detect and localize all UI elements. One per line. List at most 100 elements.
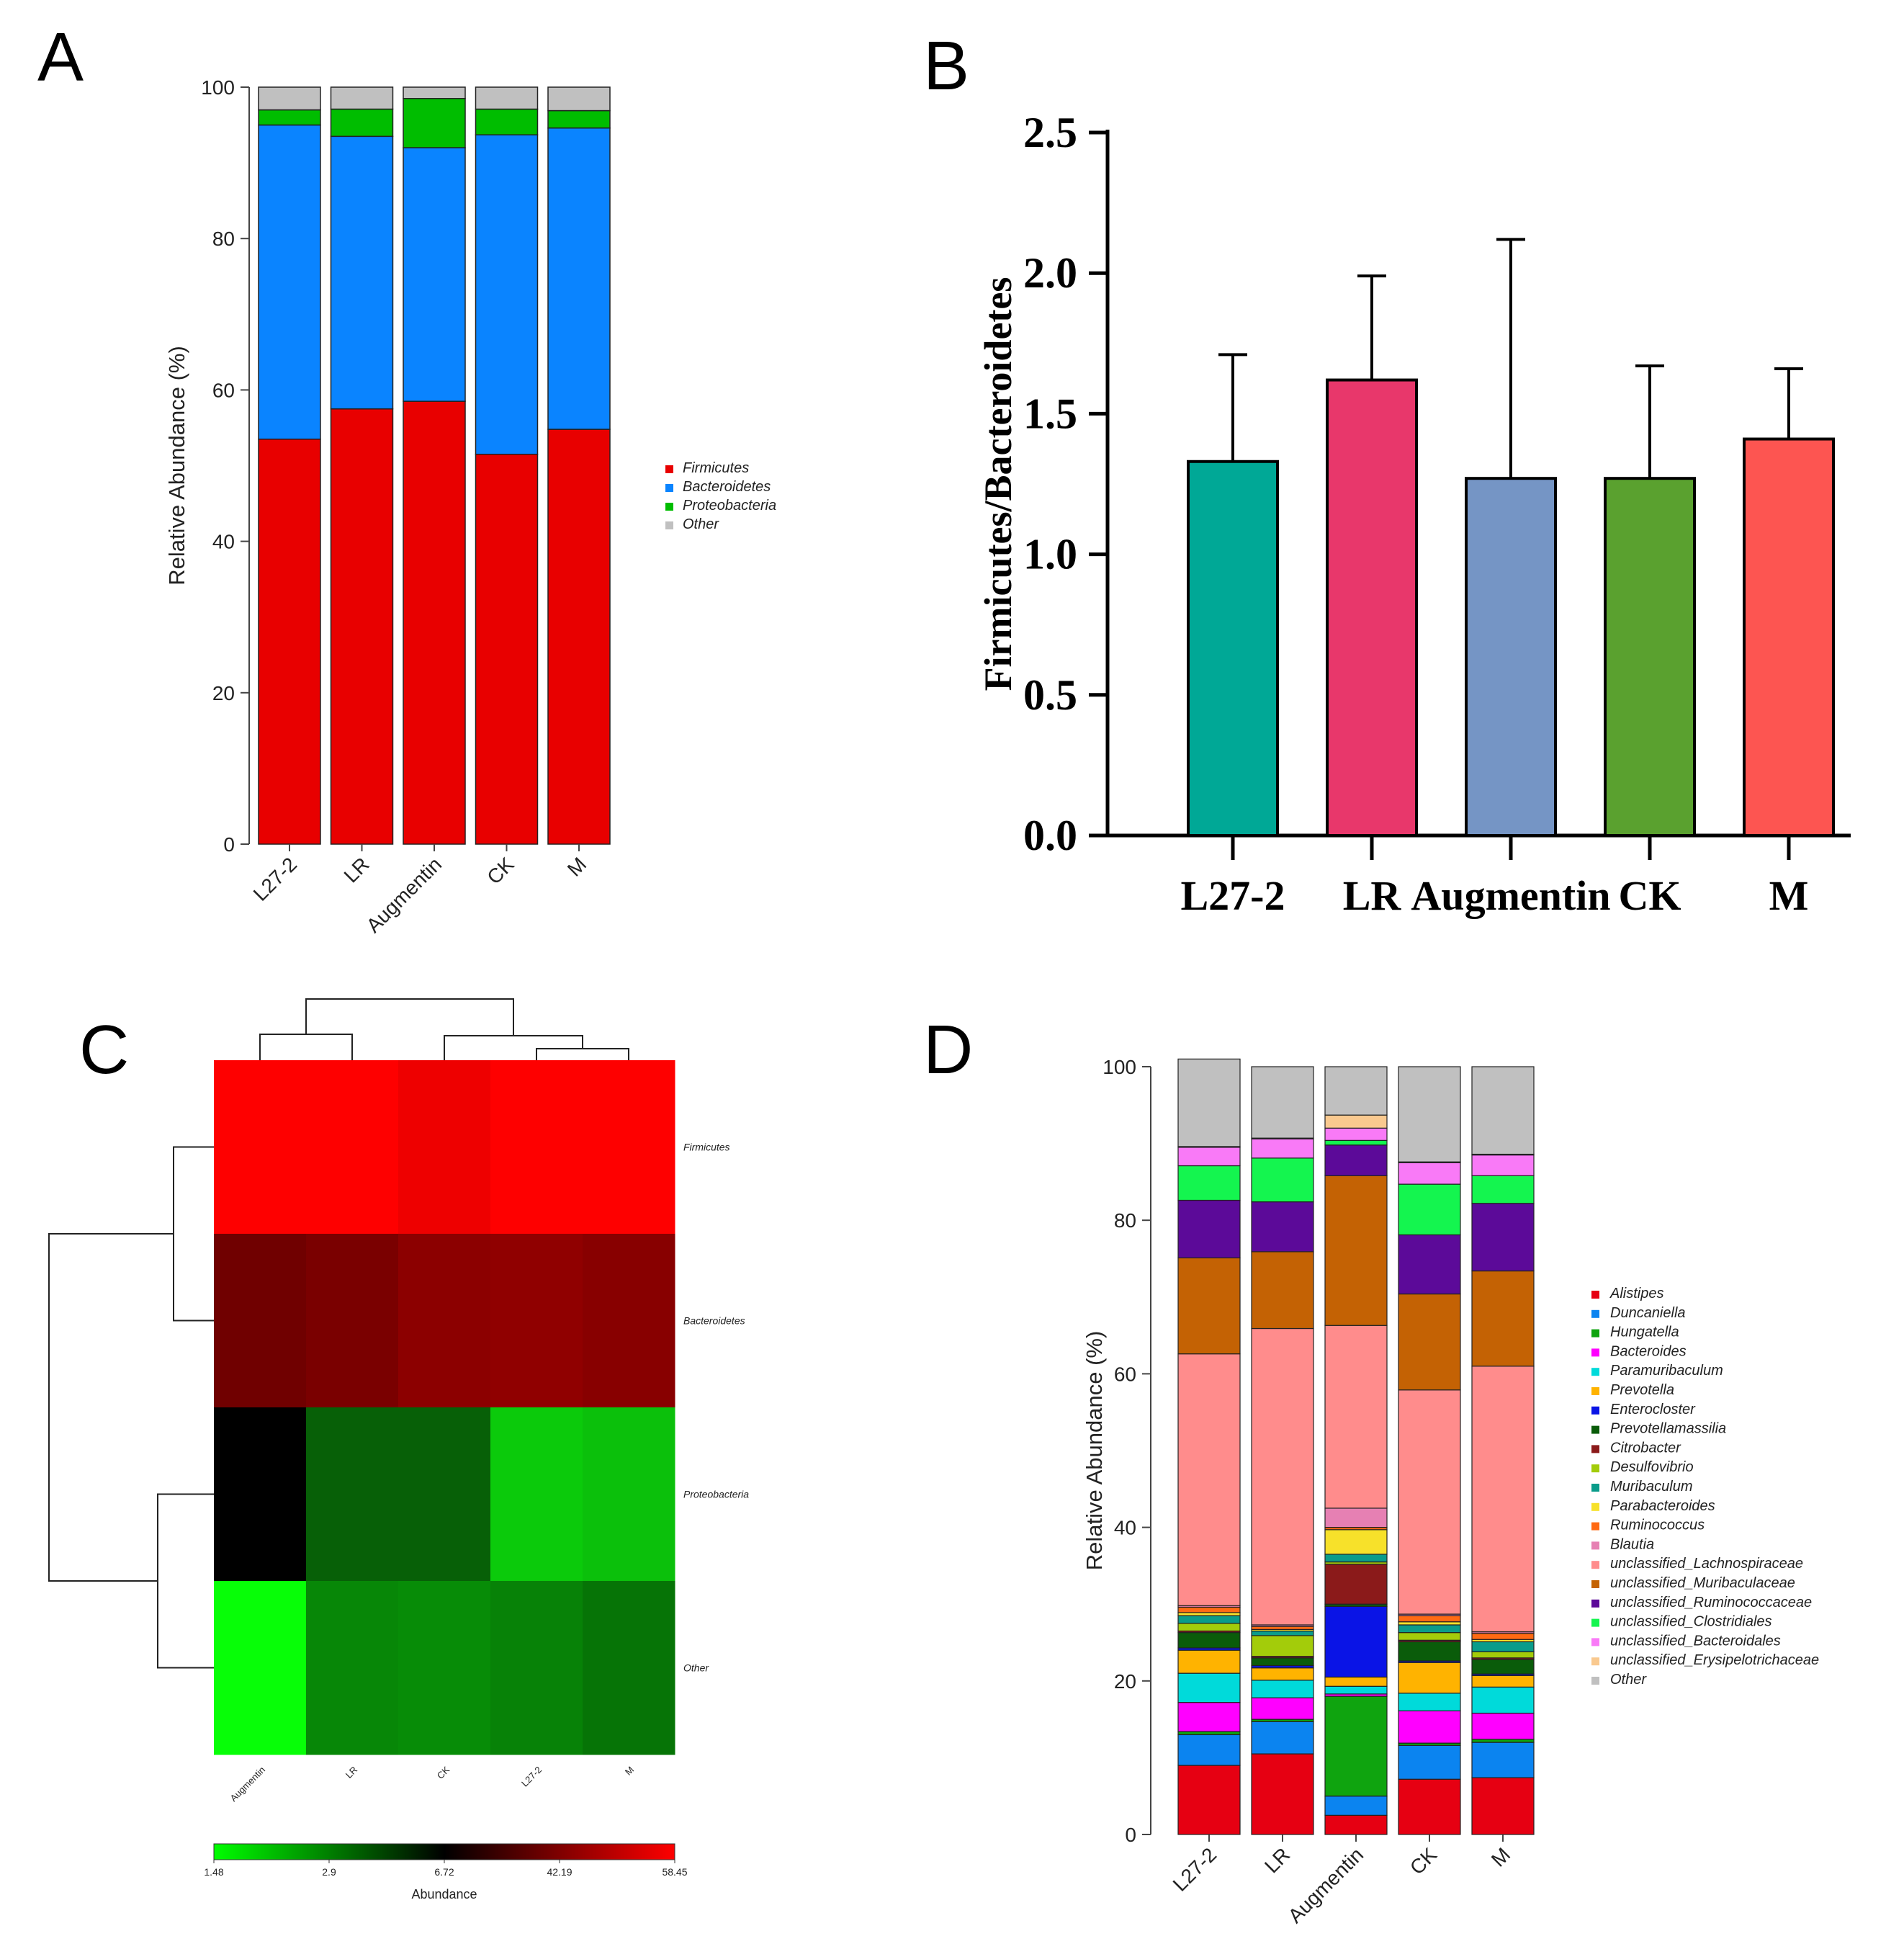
- chart-d-bar-segment-muribaculum: [1398, 1624, 1461, 1634]
- chart-d-legend-label: Prevotellamassilia: [1610, 1421, 1726, 1437]
- chart-b-firmicutes-bacteroidetes-ratio: 0.0 0.5 1.0 1.5 2.0 2.5 Firmicutes/Bacteroidet…: [976, 109, 1851, 919]
- chart-d-legend-label: Citrobacter: [1610, 1440, 1681, 1456]
- chart-c-heatmap-cell: [306, 1234, 399, 1408]
- chart-d-bar-segment-paramuribaculum: [1324, 1685, 1388, 1695]
- chart-d-bar-segment-prevotellamassilia: [1177, 1632, 1241, 1649]
- chart-d-legend-swatch: [1591, 1484, 1599, 1492]
- chart-d-legend-swatch: [1591, 1425, 1599, 1434]
- chart-d-y-tick-label: 60: [1114, 1363, 1136, 1385]
- chart-b-x-tick-label: M: [1769, 872, 1809, 919]
- chart-a-bar-segment-firmicutes: [330, 408, 394, 845]
- chart-d-bar-segment-unclassified-bacteroidales: [1471, 1154, 1535, 1176]
- chart-b-x-tick-label: LR: [1343, 872, 1402, 919]
- chart-b-bar-l27-2: [1187, 460, 1279, 837]
- chart-d-legend-swatch: [1591, 1618, 1599, 1627]
- chart-a-bar-segment-firmicutes: [403, 400, 466, 845]
- chart-d-y-tick-label: 80: [1114, 1209, 1136, 1232]
- chart-d-bar-segment-bacteroides: [1398, 1710, 1461, 1744]
- chart-d-bar-segment-unclassified-lachnospiraceae: [1324, 1325, 1388, 1509]
- chart-d-legend-swatch: [1591, 1677, 1599, 1685]
- chart-d-bar-segment-ruminococcus: [1251, 1626, 1314, 1630]
- chart-d-bar-segment-unclassified-erysipelotrichaceae: [1324, 1114, 1388, 1129]
- chart-c-heatmap: Firmicutes Bacteroidetes Proteobacteria Oth…: [48, 998, 749, 1901]
- chart-c-heatmap-cell: [306, 1581, 399, 1755]
- chart-d-bar-segment-ruminococcus: [1471, 1633, 1535, 1640]
- chart-b-x-tick-label: CK: [1619, 872, 1681, 919]
- chart-c-colorbar-tick-label: 58.45: [662, 1866, 687, 1878]
- chart-c-heatmap-cell: [583, 1234, 675, 1408]
- chart-d-bar-segment-duncaniella: [1177, 1734, 1241, 1766]
- chart-b-bar-augmentin: [1465, 477, 1557, 838]
- chart-c-heatmap-cell: [583, 1407, 675, 1582]
- chart-c-row-label: Firmicutes: [683, 1142, 730, 1153]
- chart-d-legend-label: unclassified_Muribaculaceae: [1610, 1575, 1795, 1591]
- chart-d-y-tick-label: 100: [1103, 1056, 1136, 1078]
- chart-a-legend-swatch: [665, 465, 673, 473]
- chart-a-bar-segment-bacteroidetes: [330, 135, 394, 410]
- chart-d-bar-segment-alistipes: [1398, 1778, 1461, 1835]
- chart-c-row-label: Bacteroidetes: [683, 1315, 745, 1327]
- chart-c-colorbar-title: Abundance: [411, 1887, 477, 1901]
- chart-d-legend-label: Bacteroides: [1610, 1343, 1687, 1359]
- chart-d-bar-segment-parabacteroides: [1398, 1621, 1461, 1626]
- chart-b-bar-m: [1743, 437, 1835, 837]
- chart-d-bar-segment-muribaculum: [1177, 1615, 1241, 1624]
- chart-d-legend-swatch: [1591, 1348, 1599, 1357]
- chart-c-heatmap-cell: [214, 1060, 307, 1235]
- chart-d-legend-label: Enterocloster: [1610, 1402, 1696, 1417]
- chart-d-bar-segment-prevotellamassilia: [1251, 1657, 1314, 1667]
- chart-d-bar-segment-unclassified-lachnospiraceae: [1251, 1327, 1314, 1626]
- chart-a-bar-segment-bacteroidetes: [403, 147, 466, 402]
- chart-d-bar-segment-enterocloster: [1324, 1605, 1388, 1678]
- chart-d-bar-segment-prevotella: [1251, 1667, 1314, 1681]
- chart-d-y-tick-label: 20: [1114, 1670, 1136, 1693]
- chart-d-bar-segment-bacteroides: [1471, 1712, 1535, 1740]
- chart-c-heatmap-cell: [214, 1234, 307, 1408]
- chart-b-y-tick-label: 0.0: [1023, 812, 1077, 859]
- chart-c-row-label: Proteobacteria: [683, 1489, 749, 1500]
- chart-c-heatmap-cell: [214, 1407, 307, 1582]
- chart-d-legend-swatch: [1591, 1406, 1599, 1415]
- chart-b-x-tick-label: Augmentin: [1411, 872, 1610, 919]
- chart-a-legend-label: Proteobacteria: [683, 498, 776, 514]
- chart-d-bar-segment-alistipes: [1251, 1753, 1314, 1835]
- panel-label-b: B: [923, 27, 969, 104]
- chart-d-bar-segment-bacteroides: [1177, 1702, 1241, 1732]
- chart-d-legend-swatch: [1591, 1580, 1599, 1588]
- chart-d-bar-segment-alistipes: [1471, 1777, 1535, 1835]
- chart-d-bar-segment-muribaculum: [1471, 1641, 1535, 1652]
- chart-d-legend-swatch: [1591, 1541, 1599, 1550]
- chart-b-y-tick-label: 1.0: [1023, 531, 1077, 578]
- panel-label-c: C: [79, 1011, 129, 1088]
- chart-a-bar-segment-other: [475, 86, 539, 110]
- chart-d-bar-segment-duncaniella: [1398, 1744, 1461, 1780]
- chart-a-bar-segment-proteobacteria: [475, 108, 539, 135]
- chart-a-bar-segment-bacteroidetes: [547, 127, 611, 430]
- chart-a-legend-label: Firmicutes: [683, 460, 749, 476]
- chart-d-bar-segment-unclassified-bacteroidales: [1398, 1162, 1461, 1185]
- chart-d-bar-segment-unclassified-muribaculaceae: [1471, 1270, 1535, 1367]
- chart-d-legend-swatch: [1591, 1522, 1599, 1531]
- chart-c-heatmap-cell: [214, 1581, 307, 1755]
- chart-d-y-axis-title: Relative Abundance (%): [1082, 1331, 1107, 1571]
- chart-a-y-tick-label: 20: [212, 682, 235, 704]
- chart-c-heatmap-cell: [306, 1407, 399, 1582]
- chart-b-y-axis-title: Firmicutes/Bacteroidetes: [976, 277, 1020, 691]
- chart-d-legend-label: unclassified_Clostridiales: [1610, 1614, 1772, 1630]
- chart-c-colorbar-tick-label: 1.48: [204, 1866, 223, 1878]
- chart-a-legend-swatch: [665, 503, 673, 511]
- chart-c-heatmap-cell: [490, 1234, 583, 1408]
- chart-d-bar-segment-ruminococcus: [1398, 1615, 1461, 1623]
- chart-d-bar-segment-desulfovibrio: [1398, 1632, 1461, 1641]
- chart-d-bar-segment-paramuribaculum: [1471, 1686, 1535, 1714]
- chart-d-bar-segment-alistipes: [1324, 1814, 1388, 1835]
- chart-d-bar-segment-alistipes: [1177, 1765, 1241, 1835]
- chart-a-bar-segment-bacteroidetes: [258, 124, 321, 440]
- chart-d-bar-segment-prevotella: [1324, 1676, 1388, 1687]
- chart-a-legend-swatch: [665, 484, 673, 492]
- chart-d-legend-label: unclassified_Bacteroidales: [1610, 1633, 1781, 1649]
- chart-d-bar-segment-desulfovibrio: [1471, 1651, 1535, 1659]
- chart-d-legend-label: Duncaniella: [1610, 1305, 1686, 1321]
- chart-d-bar-segment-unclassified-clostridiales: [1471, 1175, 1535, 1204]
